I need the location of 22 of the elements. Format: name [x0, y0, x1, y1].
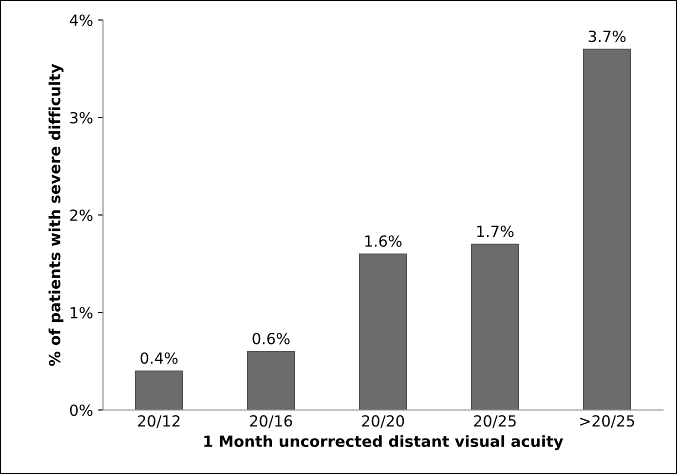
x-tick-label: 20/25	[474, 415, 516, 428]
bar	[134, 370, 184, 410]
bar	[582, 48, 632, 410]
bar	[470, 244, 520, 410]
y-tick-label: 0%	[70, 404, 92, 416]
bar	[246, 350, 296, 410]
data-label: 0.6%	[252, 332, 290, 344]
x-tick-label: 20/12	[138, 415, 180, 428]
x-tick-label: 20/20	[362, 415, 404, 428]
y-tick-label: 1%	[70, 306, 92, 319]
data-label: 0.4%	[140, 352, 178, 364]
y-tick-label: 4%	[70, 14, 92, 26]
data-label: 3.7%	[588, 30, 626, 42]
data-label: 1.7%	[477, 226, 514, 238]
x-tick-label: >20/25	[580, 415, 634, 428]
x-axis-title: 1 Month uncorrected distant visual acuity	[204, 435, 564, 450]
bar	[358, 253, 408, 410]
y-tick-label: 2%	[70, 209, 92, 222]
y-axis-title: % of patients with severe difficulty	[48, 64, 64, 366]
y-tick-label: 3%	[70, 112, 92, 124]
x-tick-label: 20/16	[250, 415, 292, 428]
data-label: 1.6%	[365, 235, 402, 247]
